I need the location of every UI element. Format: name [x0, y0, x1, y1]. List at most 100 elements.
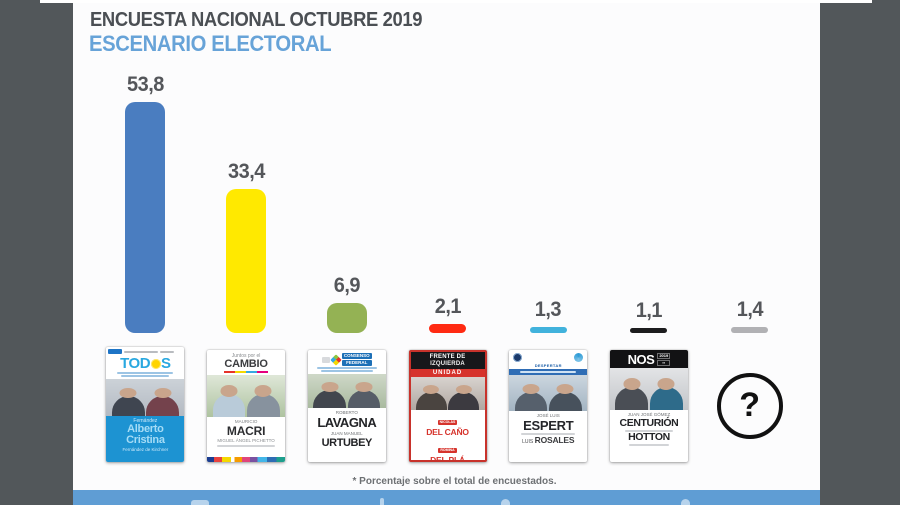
candidate-photo [509, 375, 588, 411]
bar-unknown [731, 327, 769, 333]
candidate-first-name: JOSÉ LUIS [536, 413, 560, 418]
value-label: 53,8 [126, 72, 164, 96]
despertar-logo-icon [574, 353, 584, 362]
bar-cambio [226, 189, 267, 333]
micro-text-line [121, 375, 170, 377]
candidate-silhouette [448, 392, 480, 410]
candidate-silhouette [146, 396, 179, 416]
running-mate-surname: ROSALES [534, 435, 575, 445]
value-label: 1,4 [736, 298, 764, 321]
party-text: FEDERAL [341, 360, 372, 366]
value-label: 1,3 [535, 298, 562, 322]
ballot-cambio: Juntos por el CAMBIO MAURICIO MACRI MIGU… [207, 350, 286, 462]
candidate-silhouette [649, 387, 683, 410]
ballot-col-izquierda: FRENTE DE IZQUIERDA UNIDAD NICOLÁS DEL C… [397, 347, 498, 467]
bar-despertar [529, 327, 567, 333]
candidate-first-name: JUAN JOSÉ GÓMEZ [627, 412, 671, 417]
candidate-surname-small: Fernández de Kirchner [122, 447, 169, 452]
party-logo-consenso: CONSENSO FEDERAL [308, 353, 386, 366]
ballot-col-unknown: ? [699, 347, 800, 467]
diamond-logo-icon [330, 353, 342, 366]
candidate-name-2: Cristina [126, 434, 165, 446]
candidate-surname: DEL CAÑO [426, 427, 469, 437]
party-text: CONSENSO [341, 353, 372, 359]
candidate-silhouette [347, 389, 381, 408]
candidate-photo [207, 375, 286, 417]
micro-badge: ▪▪ [657, 359, 671, 366]
candidate-name-1: Alberto [127, 423, 164, 435]
question-mark-glyph: ? [739, 386, 761, 424]
party-logo-cambio: CAMBIO [224, 358, 268, 370]
list-number-chip [108, 349, 123, 354]
candidate-silhouette [246, 394, 280, 417]
partial-logo-shape [191, 500, 209, 505]
ballot-todos: TOD S Fernández Alberto Cristina Fernánde… [106, 347, 185, 462]
candidate-surname: MACRI [226, 424, 266, 438]
candidate-name-panel: Fernández Alberto Cristina Fernández de … [106, 416, 185, 462]
candidate-silhouette [313, 389, 346, 408]
ballot-header [509, 350, 587, 362]
candidate-silhouette [615, 387, 649, 410]
value-label: 33,4 [227, 160, 265, 184]
bar-group-izquierda: 2,1 [397, 63, 498, 333]
running-mate-name: MIGUEL ÁNGEL PICHETTO [217, 438, 275, 443]
micro-text-line [117, 372, 174, 374]
micro-text-line [624, 430, 673, 432]
question-mark-icon: ? [716, 373, 783, 439]
candidate-first-name: MAURICIO [234, 419, 258, 424]
party-seal-icon [513, 353, 523, 362]
party-logo-nos: NOS 2019 ▪▪ [609, 350, 688, 368]
value-label: 1,1 [635, 299, 663, 323]
page-title: ENCUESTA NACIONAL OCTUBRE 2019 [90, 9, 451, 32]
bar-izquierda [429, 324, 467, 333]
page-subtitle-text: ESCENARIO ELECTORAL [89, 31, 332, 56]
partial-logo-shape [380, 498, 384, 505]
bar-group-cambio: 33,4 [196, 63, 297, 333]
ballot-nos: NOS 2019 ▪▪ JUAN JOSÉ GÓMEZ CENTURIÓN HO… [609, 350, 688, 462]
party-logo-todos: TOD S [106, 356, 184, 371]
unidad-band: UNIDAD [410, 369, 485, 377]
party-text: FRENTE DE [429, 354, 466, 360]
running-mate-surname: DEL PLÁ [430, 455, 465, 462]
rainbow-stripe [207, 457, 286, 462]
candidate-surname: LAVAGNA [317, 415, 377, 430]
unknown-option: ? [711, 350, 789, 462]
ballot-row: TOD S Fernández Alberto Cristina Fernánde… [95, 347, 800, 467]
bar-nos [630, 328, 668, 333]
bar-group-nos: 1,1 [599, 63, 700, 333]
candidate-silhouette [415, 392, 447, 410]
partial-logo-shape [681, 499, 690, 505]
micro-text-line [628, 444, 669, 446]
party-text: TOD [120, 355, 151, 372]
candidate-photo [410, 377, 485, 410]
candidate-silhouette [212, 394, 246, 417]
candidate-first-name: ROBERTO [335, 410, 358, 415]
ballot-frente-izquierda: FRENTE DE IZQUIERDA UNIDAD NICOLÁS DEL C… [408, 350, 487, 462]
party-text: S [161, 355, 171, 372]
running-mate-first-name: LUIS [522, 439, 534, 445]
candidate-photo [307, 374, 386, 408]
candidate-silhouette [514, 391, 548, 411]
ballot-col-despertar: DESPERTAR JOSÉ LUIS ESPERT LUIS ROSALES [498, 347, 599, 467]
running-mate-first-name: JUAN MANUEL [330, 431, 363, 436]
running-mate-name: LUIS ROSALES [509, 436, 587, 447]
top-white-strip [40, 0, 872, 3]
candidate-surname: CENTURIÓN [619, 417, 679, 429]
bar-consenso [326, 303, 367, 333]
micro-text-line [320, 370, 373, 372]
candidate-surname: ESPERT [523, 418, 574, 433]
bar-group-unknown: 1,4 [699, 63, 800, 333]
running-mate-first-name: ROMINA [438, 448, 457, 453]
candidate-silhouette [549, 391, 582, 411]
micro-text-line [217, 445, 276, 447]
year-badge: 2019 [657, 352, 671, 359]
chart-footnote: * Porcentaje sobre el total de encuestad… [352, 476, 557, 487]
party-text: IZQUIERDA [430, 361, 465, 367]
ballot-col-todos: TOD S Fernández Alberto Cristina Fernánde… [95, 347, 196, 467]
micro-text-line [316, 367, 377, 369]
partial-logo-shape [501, 499, 510, 505]
ballot-col-consenso: CONSENSO FEDERAL ROBERTO LAVAGNA JUAN MA… [296, 347, 397, 467]
bar-chart: 53,8 33,4 6,9 2,1 1,3 1,1 1,4 [95, 63, 800, 333]
multicolor-underline [224, 371, 269, 373]
micro-text-line [521, 433, 576, 435]
